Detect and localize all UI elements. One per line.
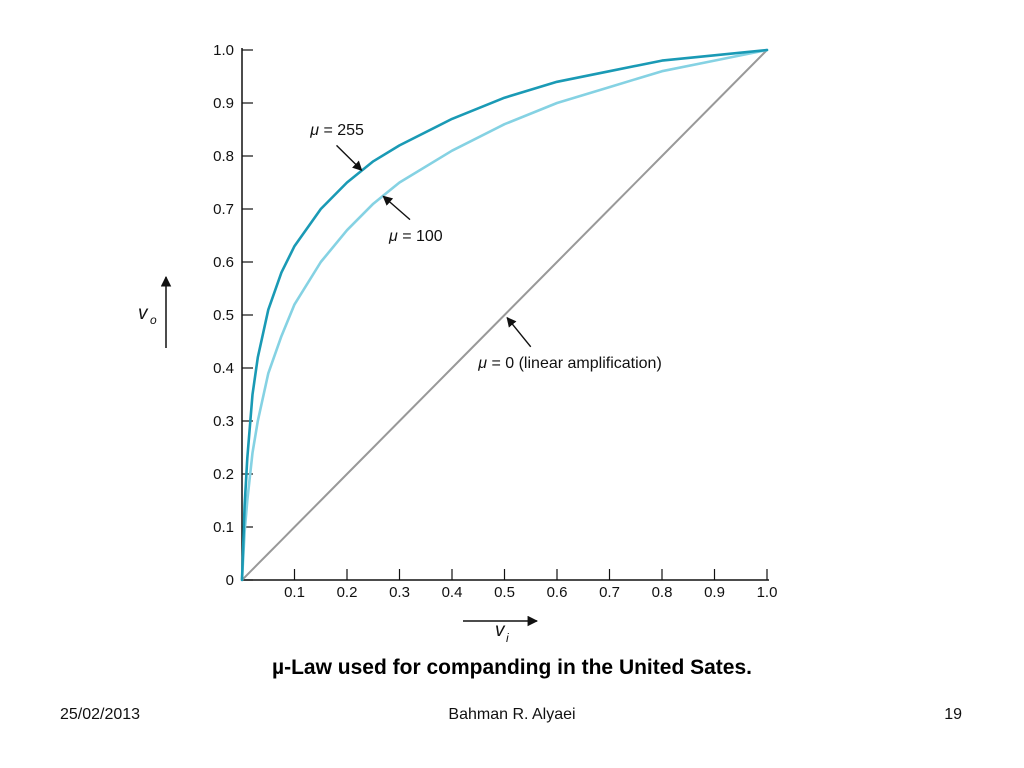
x-axis-label: v <box>495 620 506 641</box>
x-tick-label: 0.9 <box>704 584 725 601</box>
x-tick-label: 0.8 <box>652 584 673 601</box>
series-line-100 <box>240 48 769 582</box>
series-layer <box>240 48 769 582</box>
x-tick-label: 0.1 <box>284 584 305 601</box>
y-tick-label: 0.6 <box>213 254 234 271</box>
annotation-arrow <box>336 144 363 171</box>
y-axis-label-subscript: o <box>150 313 157 327</box>
x-tick-label: 0.2 <box>337 584 358 601</box>
annotation-text: = 255 <box>323 122 364 139</box>
annotation-text: = 0 (linear amplification) <box>491 355 661 372</box>
x-tick-label: 0.3 <box>389 584 410 601</box>
x-axis-label-subscript: i <box>506 631 509 645</box>
mu-law-chart: 0 0.1 0.2 0.3 0.4 0.5 0.6 0.7 0.8 0.9 1.0 0.1 0.2 0.3… <box>138 42 777 645</box>
footer-author: Bahman R. Alyaei <box>448 706 576 723</box>
y-tick-label: 0.7 <box>213 201 234 218</box>
mu-symbol: μ <box>309 122 323 139</box>
mu-symbol: μ <box>388 228 402 245</box>
y-tick-label: 0.5 <box>213 307 234 324</box>
footer-page-number: 19 <box>944 706 962 723</box>
x-tick-label: 0.6 <box>547 584 568 601</box>
series-line-0-linear-amplification <box>241 49 768 581</box>
annotation-label: μ = 0 (linear amplification) <box>477 355 662 372</box>
axes: 0 0.1 0.2 0.3 0.4 0.5 0.6 0.7 0.8 0.9 1.0 0.1 0.2 0.3… <box>213 42 777 601</box>
series-line-255 <box>240 48 769 582</box>
x-tick-label: 1.0 <box>757 584 778 601</box>
annotation-label: μ = 255 <box>309 122 364 139</box>
footer-date: 25/02/2013 <box>60 706 141 723</box>
y-tick-label: 0.4 <box>213 360 234 377</box>
annotation-text: = 100 <box>402 228 443 245</box>
y-axis-variable: v o <box>138 275 172 348</box>
y-axis-label: v <box>138 303 149 324</box>
x-tick-label: 0.7 <box>599 584 620 601</box>
y-tick-label: 0.3 <box>213 413 234 430</box>
x-axis-variable: v i <box>463 615 539 645</box>
y-tick-label: 0.9 <box>213 95 234 112</box>
y-tick-label: 0 <box>226 572 234 589</box>
y-tick-label: 0.8 <box>213 148 234 165</box>
annotation-arrow <box>382 195 411 221</box>
x-tick-label: 0.4 <box>442 584 463 601</box>
y-tick-label: 0.1 <box>213 519 234 536</box>
annotation-arrow <box>506 316 532 348</box>
y-tick-label: 1.0 <box>213 42 234 59</box>
annotation-label: μ = 100 <box>388 228 443 245</box>
slide-caption: µ-Law used for companding in the United … <box>272 656 752 679</box>
axis-variables: v o v i <box>138 275 539 645</box>
x-tick-label: 0.5 <box>494 584 515 601</box>
y-tick-label: 0.2 <box>213 466 234 483</box>
mu-symbol: μ <box>477 355 491 372</box>
